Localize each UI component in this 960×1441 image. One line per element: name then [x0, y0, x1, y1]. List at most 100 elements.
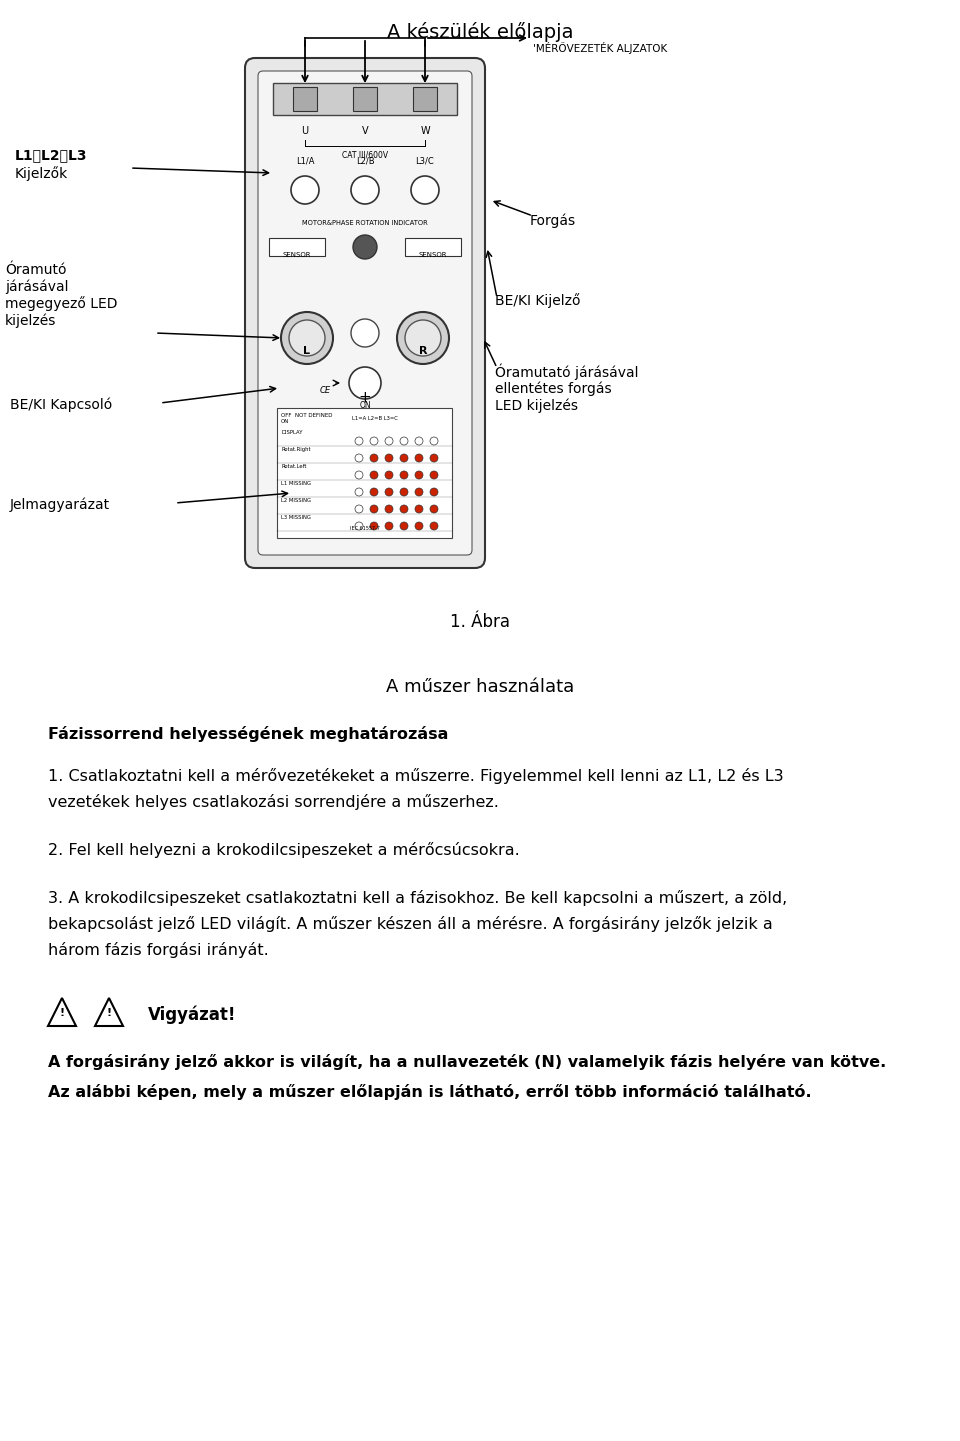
- Bar: [413, 86, 437, 111]
- Text: SENSOR: SENSOR: [419, 252, 447, 258]
- Text: három fázis forgási irányát.: három fázis forgási irányát.: [48, 942, 269, 958]
- Circle shape: [385, 522, 393, 530]
- Circle shape: [430, 454, 438, 463]
- Circle shape: [370, 488, 378, 496]
- Text: 'MÉRŐVEZETÉK ALJZATOK: 'MÉRŐVEZETÉK ALJZATOK: [533, 42, 667, 53]
- Circle shape: [430, 522, 438, 530]
- Circle shape: [430, 437, 438, 445]
- Text: +: +: [359, 391, 372, 405]
- Circle shape: [289, 320, 325, 356]
- Circle shape: [353, 235, 377, 259]
- Circle shape: [370, 437, 378, 445]
- Circle shape: [415, 437, 423, 445]
- Circle shape: [355, 471, 363, 478]
- Circle shape: [351, 318, 379, 347]
- Text: ON: ON: [281, 419, 289, 424]
- Bar: [273, 84, 457, 115]
- Circle shape: [370, 471, 378, 478]
- Circle shape: [370, 522, 378, 530]
- Text: W: W: [420, 125, 430, 135]
- Text: Óramutó
járásával
megegyező LED
kijelzés: Óramutó járásával megegyező LED kijelzés: [5, 264, 117, 327]
- Text: Óramutató járásával
ellentétes forgás
LED kijelzés: Óramutató járásával ellentétes forgás LE…: [495, 363, 638, 414]
- Circle shape: [370, 454, 378, 463]
- Text: Fázissorrend helyességének meghatározása: Fázissorrend helyességének meghatározása: [48, 726, 448, 742]
- Circle shape: [385, 488, 393, 496]
- Text: ON: ON: [359, 401, 371, 411]
- Text: Kijelzők: Kijelzők: [15, 166, 68, 180]
- Text: A forgásirány jelző akkor is világít, ha a nullavezeték (N) valamelyik fázis hel: A forgásirány jelző akkor is világít, ha…: [48, 1053, 886, 1071]
- Circle shape: [415, 504, 423, 513]
- Text: L1、L2、L3: L1、L2、L3: [15, 148, 87, 161]
- Circle shape: [400, 437, 408, 445]
- Text: bekapcsolást jelző LED világít. A műszer készen áll a mérésre. A forgásirány jel: bekapcsolást jelző LED világít. A műszer…: [48, 916, 773, 932]
- Circle shape: [351, 176, 379, 205]
- Text: L2 MISSING: L2 MISSING: [281, 499, 311, 503]
- Text: !: !: [107, 1009, 111, 1017]
- Circle shape: [405, 320, 441, 356]
- Circle shape: [385, 437, 393, 445]
- Text: Rotat.Right: Rotat.Right: [281, 447, 311, 452]
- Text: R: R: [419, 346, 427, 356]
- Text: SENSOR: SENSOR: [283, 252, 311, 258]
- Circle shape: [430, 504, 438, 513]
- Text: IEC 61557-7: IEC 61557-7: [350, 526, 380, 530]
- Text: 1. Ábra: 1. Ábra: [450, 612, 510, 631]
- Text: Forgás: Forgás: [530, 213, 576, 228]
- Circle shape: [370, 504, 378, 513]
- Circle shape: [355, 437, 363, 445]
- Circle shape: [385, 504, 393, 513]
- Text: BE/KI Kapcsoló: BE/KI Kapcsoló: [10, 398, 112, 412]
- Circle shape: [385, 454, 393, 463]
- Text: U: U: [301, 125, 308, 135]
- Text: L3 MISSING: L3 MISSING: [281, 514, 311, 520]
- Circle shape: [281, 313, 333, 365]
- Circle shape: [415, 522, 423, 530]
- Text: L: L: [303, 346, 310, 356]
- Text: CE: CE: [320, 386, 330, 395]
- Circle shape: [400, 522, 408, 530]
- Circle shape: [355, 488, 363, 496]
- Circle shape: [400, 504, 408, 513]
- Bar: [277, 408, 452, 537]
- Text: MOTOR&PHASE ROTATION INDICATOR: MOTOR&PHASE ROTATION INDICATOR: [302, 220, 428, 226]
- Circle shape: [349, 367, 381, 399]
- Polygon shape: [95, 999, 123, 1026]
- Text: L3/C: L3/C: [416, 156, 434, 166]
- Text: Az alábbi képen, mely a műszer előlapján is látható, erről több információ talál: Az alábbi képen, mely a műszer előlapján…: [48, 1084, 811, 1099]
- Text: L1/A: L1/A: [296, 156, 314, 166]
- Circle shape: [430, 471, 438, 478]
- Circle shape: [411, 176, 439, 205]
- Circle shape: [355, 522, 363, 530]
- Circle shape: [400, 471, 408, 478]
- Text: A készülék előlapja: A készülék előlapja: [387, 22, 573, 42]
- Bar: [405, 238, 461, 256]
- Circle shape: [400, 454, 408, 463]
- FancyBboxPatch shape: [245, 58, 485, 568]
- Text: Vigyázat!: Vigyázat!: [148, 1006, 236, 1025]
- Circle shape: [355, 454, 363, 463]
- FancyBboxPatch shape: [258, 71, 472, 555]
- Text: vezetékek helyes csatlakozási sorrendjére a műszerhez.: vezetékek helyes csatlakozási sorrendjér…: [48, 794, 499, 810]
- Circle shape: [291, 176, 319, 205]
- Polygon shape: [48, 999, 76, 1026]
- Text: 2. Fel kell helyezni a krokodilcsipeszeket a mérőcsúcsokra.: 2. Fel kell helyezni a krokodilcsipeszek…: [48, 842, 519, 857]
- Circle shape: [355, 504, 363, 513]
- Circle shape: [415, 454, 423, 463]
- Text: BE/KI Kijelző: BE/KI Kijelző: [495, 293, 581, 308]
- Text: L2/B: L2/B: [356, 156, 374, 166]
- Text: Jelmagyarázat: Jelmagyarázat: [10, 499, 110, 513]
- Text: DISPLAY: DISPLAY: [281, 429, 302, 435]
- Text: L1 MISSING: L1 MISSING: [281, 481, 311, 486]
- Circle shape: [400, 488, 408, 496]
- Text: OFF  NOT DEFINED: OFF NOT DEFINED: [281, 414, 332, 418]
- Circle shape: [385, 471, 393, 478]
- Circle shape: [397, 313, 449, 365]
- Text: 3. A krokodilcsipeszeket csatlakoztatni kell a fázisokhoz. Be kell kapcsolni a m: 3. A krokodilcsipeszeket csatlakoztatni …: [48, 891, 787, 906]
- Bar: [353, 86, 377, 111]
- Circle shape: [430, 488, 438, 496]
- Text: !: !: [60, 1009, 64, 1017]
- Text: A műszer használata: A műszer használata: [386, 679, 574, 696]
- Circle shape: [415, 471, 423, 478]
- Text: 1. Csatlakoztatni kell a mérővezetékeket a műszerre. Figyelemmel kell lenni az L: 1. Csatlakoztatni kell a mérővezetékeket…: [48, 768, 783, 784]
- Bar: [293, 86, 317, 111]
